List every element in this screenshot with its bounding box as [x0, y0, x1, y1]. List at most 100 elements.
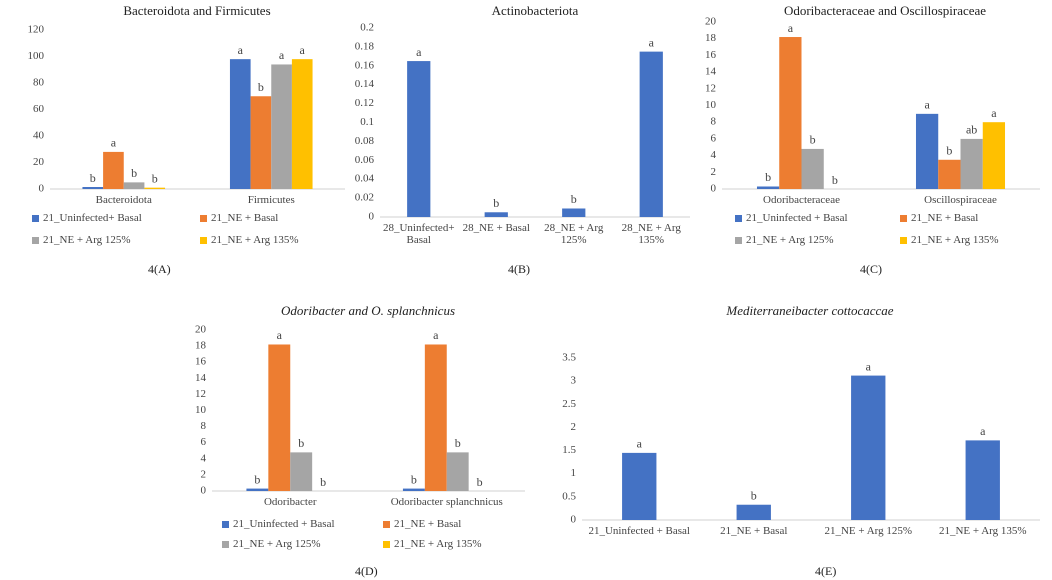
chart-title: Odoribacteraceae and Oscillospiraceae: [783, 3, 987, 18]
bar: [851, 375, 886, 520]
bar: [982, 122, 1006, 189]
y-tick-label: 0: [711, 183, 717, 195]
y-tick-label: 0.14: [355, 78, 375, 90]
y-tick-label: 0: [369, 211, 375, 223]
legend-entry: 21_NE + Arg 125%: [222, 538, 321, 550]
y-tick-label: 20: [705, 16, 717, 28]
legend-entry: 21_NE + Basal: [900, 212, 978, 224]
significance-letter: b: [571, 192, 577, 206]
x-tick-label: 21_NE + Arg 125%: [824, 525, 913, 537]
panel-label: 4(C): [860, 262, 882, 276]
legend-label: 21_Uninfected + Basal: [233, 518, 335, 530]
x-tick-label: 21_Uninfected + Basal: [588, 525, 690, 537]
x-tick-label: Bacteroidota: [95, 194, 152, 206]
significance-letter: a: [637, 437, 643, 451]
legend-swatch: [222, 520, 229, 528]
y-tick-label: 14: [705, 66, 717, 78]
y-tick-label: 16: [195, 356, 207, 368]
y-tick-label: 3.5: [562, 352, 576, 364]
y-tick-label: 8: [201, 420, 207, 432]
significance-letter: ab: [966, 123, 977, 137]
legend-label: 21_Uninfected+ Basal: [43, 212, 142, 224]
y-tick-label: 2: [711, 166, 717, 178]
legend-entry: 21_Uninfected+ Basal: [32, 212, 142, 224]
x-tick-label: 28_NE + Arg 125%: [544, 222, 604, 246]
bar: [123, 182, 145, 189]
legend-entry: 21_NE + Arg 135%: [900, 234, 999, 246]
significance-letter: b: [810, 133, 816, 147]
y-tick-label: 120: [28, 24, 45, 36]
bar: [82, 187, 104, 189]
y-tick-label: 0: [571, 514, 577, 526]
significance-letter: b: [832, 173, 838, 187]
significance-letter: b: [411, 472, 417, 486]
legend-entry: 21_NE + Basal: [383, 518, 461, 530]
y-tick-label: 2: [571, 421, 577, 433]
x-tick-label: 21_NE + Basal: [720, 525, 788, 537]
legend-label: 21_NE + Basal: [911, 212, 979, 224]
bar: [424, 344, 447, 491]
significance-letter: b: [477, 475, 483, 489]
significance-letter: b: [455, 436, 461, 450]
bar: [915, 113, 939, 189]
significance-letter: a: [991, 106, 997, 120]
significance-letter: b: [131, 166, 137, 180]
x-tick-label: Oscillospiraceae: [924, 194, 997, 206]
significance-letter: b: [946, 144, 952, 158]
legend-swatch: [735, 236, 742, 244]
bar: [290, 452, 313, 491]
y-tick-label: 80: [33, 77, 45, 89]
significance-letter: b: [258, 80, 264, 94]
x-tick-label: Odoribacter splanchnicus: [390, 496, 503, 508]
bar: [291, 59, 313, 190]
bar: [960, 138, 983, 189]
legend-label: 21_NE + Arg 125%: [233, 538, 321, 550]
legend-label: 21_NE + Basal: [394, 518, 462, 530]
bar: [271, 64, 292, 189]
legend-entry: 21_NE + Arg 135%: [200, 234, 299, 246]
y-tick-label: 16: [705, 49, 717, 61]
legend-swatch: [32, 214, 39, 222]
legend-entry: 21_NE + Arg 125%: [735, 234, 834, 246]
bar: [246, 488, 269, 491]
panel-label: 4(A): [148, 262, 171, 276]
significance-letter: a: [866, 359, 872, 373]
bar: [965, 440, 1000, 520]
y-tick-label: 18: [195, 340, 207, 352]
legend-entry: 21_NE + Arg 135%: [383, 538, 482, 550]
significance-letter: b: [152, 171, 158, 185]
legend-swatch: [200, 214, 207, 222]
y-tick-label: 0.12: [355, 97, 374, 109]
y-tick-label: 6: [201, 436, 207, 448]
y-tick-label: 100: [28, 50, 45, 62]
y-tick-label: 20: [195, 324, 207, 336]
y-tick-label: 0: [201, 485, 207, 497]
panel-label: 4(D): [355, 564, 378, 578]
legend-swatch: [900, 236, 907, 244]
y-tick-label: 0.02: [355, 192, 374, 204]
legend-entry: 21_NE + Basal: [200, 212, 278, 224]
significance-letter: a: [924, 98, 930, 112]
x-tick-label: Odoribacter: [263, 496, 317, 508]
significance-letter: a: [277, 328, 283, 342]
y-tick-label: 60: [33, 103, 45, 115]
x-tick-label: 28_Uninfected+ Basal: [382, 222, 455, 246]
legend-label: 21_NE + Arg 135%: [911, 234, 999, 246]
x-tick-label: 28_NE + Basal: [462, 222, 530, 234]
y-tick-label: 1.5: [562, 444, 576, 456]
bar: [407, 61, 431, 218]
bar: [484, 212, 508, 217]
legend-entry: 21_Uninfected + Basal: [222, 518, 335, 530]
panel-label: 4(B): [508, 262, 530, 276]
bar: [756, 186, 780, 189]
panel-label: 4(E): [815, 564, 837, 578]
x-tick-label: 28_NE + Arg 135%: [621, 222, 681, 246]
significance-letter: a: [238, 43, 244, 57]
y-tick-label: 0.08: [355, 135, 375, 147]
legend-label: 21_NE + Arg 135%: [211, 234, 299, 246]
chart-title: Mediterraneibacter cottocaccae: [726, 303, 894, 318]
y-tick-label: 2.5: [562, 398, 576, 410]
legend-entry: 21_Uninfected + Basal: [735, 212, 848, 224]
chart-title: Bacteroidota and Firmicutes: [123, 3, 271, 18]
